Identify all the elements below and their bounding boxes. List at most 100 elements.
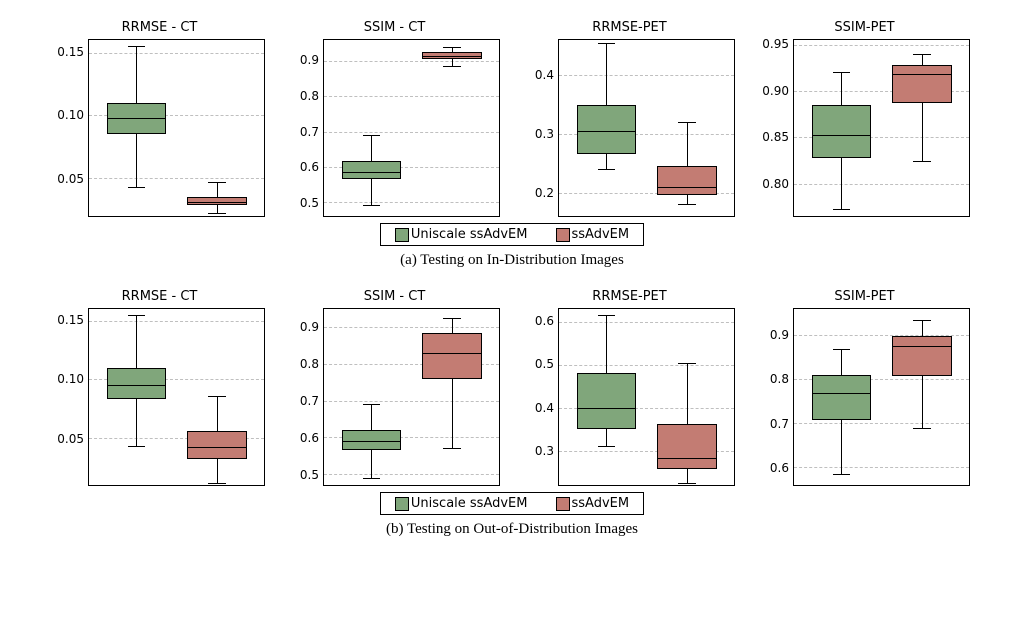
plot-wrap: 0.50.60.70.80.9 [289,308,500,486]
whisker-cap [833,72,851,73]
legend-item: ssAdvEM [556,227,630,242]
y-tick-label: 0.2 [535,186,554,200]
box [657,424,717,469]
median-line [577,408,637,409]
y-axis: 0.30.40.50.6 [524,308,558,486]
median-line [422,353,482,354]
median-line [107,118,167,119]
y-tick-label: 0.15 [57,45,84,59]
y-tick-label: 0.90 [762,84,789,98]
box [577,105,637,155]
y-tick-label: 0.9 [770,328,789,342]
y-tick-label: 0.7 [300,394,319,408]
y-tick-label: 0.8 [770,372,789,386]
median-line [657,458,717,459]
plot-area [793,308,970,486]
subplot: SSIM-PET0.800.850.900.95 [759,20,970,217]
plot-area [558,39,735,217]
legend-item: ssAdvEM [556,496,630,511]
grid-line [89,321,264,322]
plot-wrap: 0.30.40.50.6 [524,308,735,486]
median-line [577,131,637,132]
y-tick-label: 0.5 [535,357,554,371]
box [342,161,402,179]
median-line [422,56,482,57]
whisker-cap [833,209,851,210]
whisker-cap [208,213,226,214]
grid-line [794,423,969,424]
legend-label: ssAdvEM [572,496,630,511]
grid-line [89,178,264,179]
subplot-title: RRMSE - CT [122,20,198,35]
plot-area [323,39,500,217]
y-tick-label: 0.10 [57,372,84,386]
box [657,166,717,195]
whisker-cap [363,205,381,206]
box [812,375,872,420]
whisker-cap [913,428,931,429]
plot-wrap: 0.50.60.70.80.9 [289,39,500,217]
whisker-cap [443,66,461,67]
y-tick-label: 0.9 [300,320,319,334]
y-tick-label: 0.80 [762,177,789,191]
y-axis: 0.20.30.4 [524,39,558,217]
y-axis: 0.50.60.70.80.9 [289,308,323,486]
subplot-title: SSIM-PET [834,20,894,35]
y-axis: 0.050.100.15 [54,39,88,217]
y-tick-label: 0.85 [762,130,789,144]
y-tick-label: 0.5 [300,468,319,482]
whisker-cap [913,320,931,321]
grid-line [559,365,734,366]
whisker-cap [363,404,381,405]
y-tick-label: 0.7 [770,417,789,431]
y-axis: 0.050.100.15 [54,308,88,486]
whisker-cap [678,483,696,484]
whisker-cap [128,187,146,188]
plot-wrap: 0.050.100.15 [54,308,265,486]
median-line [812,135,872,136]
box [187,431,247,459]
box [812,105,872,158]
subplot-title: RRMSE-PET [592,20,666,35]
grid-line [559,322,734,323]
whisker-cap [128,446,146,447]
legend-swatch [395,497,409,511]
figure-root: RRMSE - CT0.050.100.15SSIM - CT0.50.60.7… [54,20,970,538]
legend: Uniscale ssAdvEM ssAdvEM [380,492,644,515]
grid-line [324,202,499,203]
subplot: SSIM - CT0.50.60.70.80.9 [289,289,500,486]
legend-label: ssAdvEM [572,227,630,242]
grid-line [324,401,499,402]
y-tick-label: 0.9 [300,53,319,67]
grid-line [324,96,499,97]
y-tick-label: 0.4 [535,68,554,82]
whisker-cap [443,47,461,48]
legend-item: Uniscale ssAdvEM [395,227,528,242]
legend-item: Uniscale ssAdvEM [395,496,528,511]
whisker-cap [913,54,931,55]
subplot-title: SSIM - CT [364,20,426,35]
subplot-title: RRMSE-PET [592,289,666,304]
grid-line [559,75,734,76]
grid-line [89,53,264,54]
subplot: SSIM - CT0.50.60.70.80.9 [289,20,500,217]
median-line [892,346,952,347]
grid-line [324,132,499,133]
y-tick-label: 0.8 [300,89,319,103]
whisker-cap [678,122,696,123]
plot-area [88,308,265,486]
plot-area [88,39,265,217]
grid-line [324,327,499,328]
grid-line [794,467,969,468]
y-tick-label: 0.05 [57,432,84,446]
panel-row: RRMSE - CT0.050.100.15SSIM - CT0.50.60.7… [54,289,970,486]
whisker-cap [598,43,616,44]
plot-area [793,39,970,217]
y-axis: 0.60.70.80.9 [759,308,793,486]
y-axis: 0.50.60.70.80.9 [289,39,323,217]
y-axis: 0.800.850.900.95 [759,39,793,217]
median-line [342,172,402,173]
plot-area [558,308,735,486]
box [187,197,247,205]
subplot: RRMSE-PET 0.30.40.50.6 [524,289,735,486]
